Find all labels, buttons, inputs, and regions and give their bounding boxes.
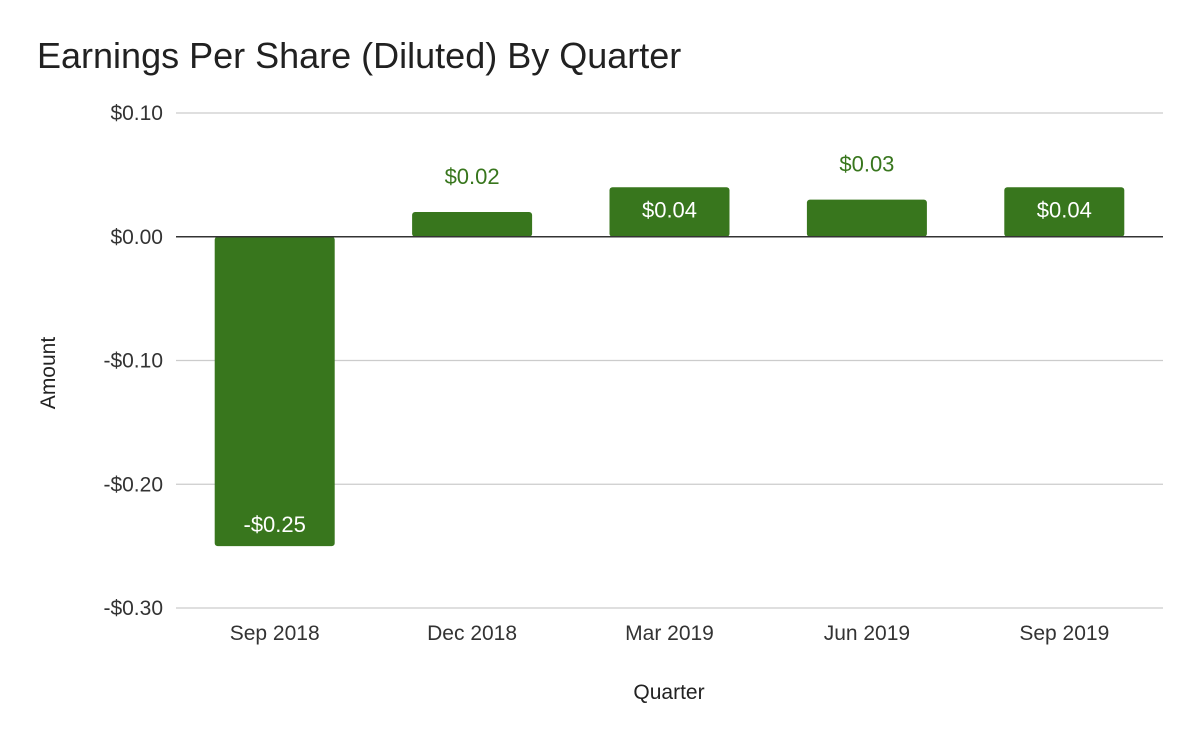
data-labels: -$0.25 $0.02 $0.04 $0.03 $0.04 [244,152,1092,538]
data-label: $0.04 [642,197,697,222]
bar [609,187,730,237]
data-label: $0.02 [445,164,500,189]
y-axis-ticks: $0.10 $0.00 -$0.10 -$0.20 -$0.30 [103,102,163,620]
data-label: -$0.25 [244,512,306,537]
x-tick-label: Jun 2019 [824,622,910,645]
x-axis-label: Quarter [633,681,704,704]
y-tick-label: $0.10 [110,102,163,125]
x-tick-label: Dec 2018 [427,622,517,645]
bar [806,199,927,237]
bar [412,212,533,237]
data-label: $0.04 [1037,197,1092,222]
x-axis-ticks: Sep 2018 Dec 2018 Mar 2019 Jun 2019 Sep 2019 [230,622,1110,645]
bar [214,236,335,547]
x-tick-label: Mar 2019 [625,622,714,645]
y-tick-label: $0.00 [110,226,163,249]
y-tick-label: -$0.30 [103,597,163,620]
y-tick-label: -$0.10 [103,350,163,373]
bars [214,187,1125,547]
y-axis-label: Amount [37,337,60,410]
x-tick-label: Sep 2019 [1019,622,1109,645]
data-label: $0.03 [839,152,894,177]
chart-title: Earnings Per Share (Diluted) By Quarter [37,35,681,76]
x-tick-label: Sep 2018 [230,622,320,645]
y-tick-label: -$0.20 [103,473,163,496]
gridlines [176,112,1163,609]
bar [1004,187,1125,237]
